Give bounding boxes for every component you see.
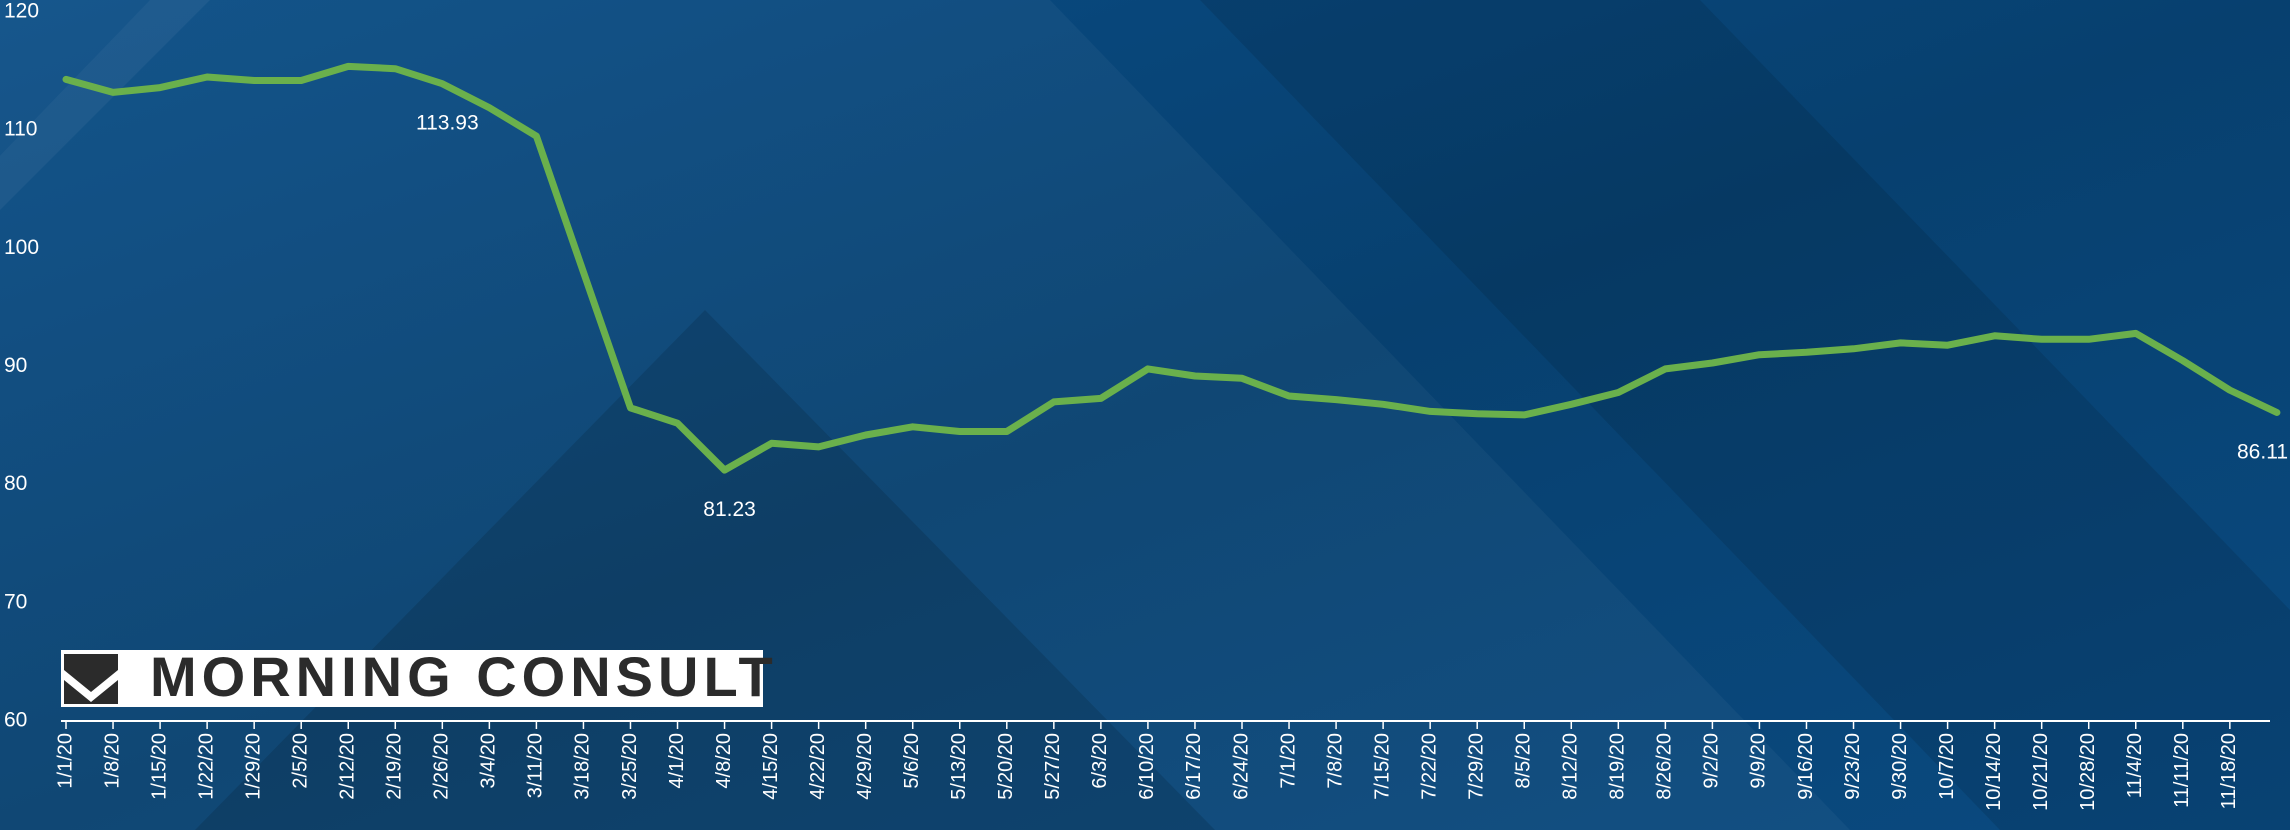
bg-shape bbox=[0, 0, 1850, 830]
x-tick-label: 1/8/20 bbox=[101, 733, 123, 789]
x-tick-label: 2/19/20 bbox=[384, 733, 406, 800]
x-tick-label: 2/26/20 bbox=[431, 733, 453, 800]
x-tick-label: 11/4/20 bbox=[2124, 733, 2146, 798]
data-label: 81.23 bbox=[703, 498, 756, 521]
x-tick-label: 4/15/20 bbox=[760, 733, 782, 800]
x-tick-label: 1/1/20 bbox=[54, 733, 76, 789]
logo: MORNING CONSULT bbox=[61, 645, 778, 708]
x-tick-label: 9/9/20 bbox=[1748, 733, 1770, 789]
x-tick-label: 8/26/20 bbox=[1654, 733, 1676, 800]
x-tick-label: 3/11/20 bbox=[525, 733, 547, 798]
y-tick-label: 100 bbox=[4, 236, 39, 259]
data-label: 86.11 bbox=[2237, 440, 2288, 463]
logo-text: MORNING CONSULT bbox=[150, 645, 778, 708]
x-tick-label: 7/29/20 bbox=[1465, 733, 1487, 800]
logo-icon bbox=[64, 654, 118, 692]
x-tick-label: 4/29/20 bbox=[854, 733, 876, 800]
x-tick-label: 7/15/20 bbox=[1371, 733, 1393, 800]
x-tick-label: 2/12/20 bbox=[337, 733, 359, 800]
data-label: 113.93 bbox=[416, 112, 479, 135]
y-tick-label: 120 bbox=[4, 0, 39, 23]
x-tick-label: 8/5/20 bbox=[1513, 733, 1535, 789]
x-tick-label: 4/22/20 bbox=[807, 733, 829, 800]
x-tick-label: 4/8/20 bbox=[713, 733, 735, 789]
y-tick-label: 90 bbox=[4, 354, 27, 377]
x-tick-label: 7/8/20 bbox=[1324, 733, 1346, 789]
x-tick-label: 10/21/20 bbox=[2030, 733, 2052, 811]
x-tick-label: 5/20/20 bbox=[995, 733, 1017, 800]
x-tick-label: 1/15/20 bbox=[148, 733, 170, 800]
x-tick-label: 8/12/20 bbox=[1560, 733, 1582, 800]
data-line bbox=[62, 62, 2281, 474]
bg-shape bbox=[1200, 0, 2290, 830]
x-tick-label: 6/3/20 bbox=[1089, 733, 1111, 789]
x-tick-label: 9/2/20 bbox=[1701, 733, 1723, 789]
x-tick-label: 1/29/20 bbox=[242, 733, 264, 800]
y-tick-label: 60 bbox=[4, 709, 27, 732]
x-tick-label: 9/30/20 bbox=[1889, 733, 1911, 800]
x-tick-label: 4/1/20 bbox=[666, 733, 688, 789]
bg-shape bbox=[0, 0, 210, 210]
y-tick-label: 110 bbox=[4, 118, 37, 141]
y-tick-label: 70 bbox=[4, 590, 27, 613]
y-tick-label: 80 bbox=[4, 472, 27, 495]
x-tick-label: 3/18/20 bbox=[572, 733, 594, 800]
x-tick-label: 2/5/20 bbox=[289, 733, 311, 789]
x-tick-label: 6/10/20 bbox=[1136, 733, 1158, 800]
x-tick-label: 6/17/20 bbox=[1183, 733, 1205, 800]
x-tick-label: 6/24/20 bbox=[1230, 733, 1252, 800]
x-tick-label: 10/28/20 bbox=[2077, 733, 2099, 811]
logo-box bbox=[61, 650, 763, 707]
x-tick-label: 11/11/20 bbox=[2171, 733, 2193, 808]
x-tick-label: 7/22/20 bbox=[1418, 733, 1440, 800]
x-tick-label: 10/14/20 bbox=[1983, 733, 2005, 811]
x-tick-label: 5/13/20 bbox=[948, 733, 970, 800]
x-tick-label: 10/7/20 bbox=[1936, 733, 1958, 800]
x-tick-label: 9/16/20 bbox=[1795, 733, 1817, 800]
x-tick-label: 9/23/20 bbox=[1842, 733, 1864, 800]
x-tick-label: 8/19/20 bbox=[1607, 733, 1629, 800]
logo-icon bbox=[64, 680, 118, 704]
x-tick-label: 3/25/20 bbox=[619, 733, 641, 800]
x-tick-label: 5/6/20 bbox=[901, 733, 923, 789]
x-tick-label: 5/27/20 bbox=[1042, 733, 1064, 800]
x-tick-label: 7/1/20 bbox=[1277, 733, 1299, 789]
x-tick-label: 11/18/20 bbox=[2218, 733, 2240, 809]
x-tick-label: 1/22/20 bbox=[195, 733, 217, 800]
x-tick-label: 3/4/20 bbox=[478, 733, 500, 789]
